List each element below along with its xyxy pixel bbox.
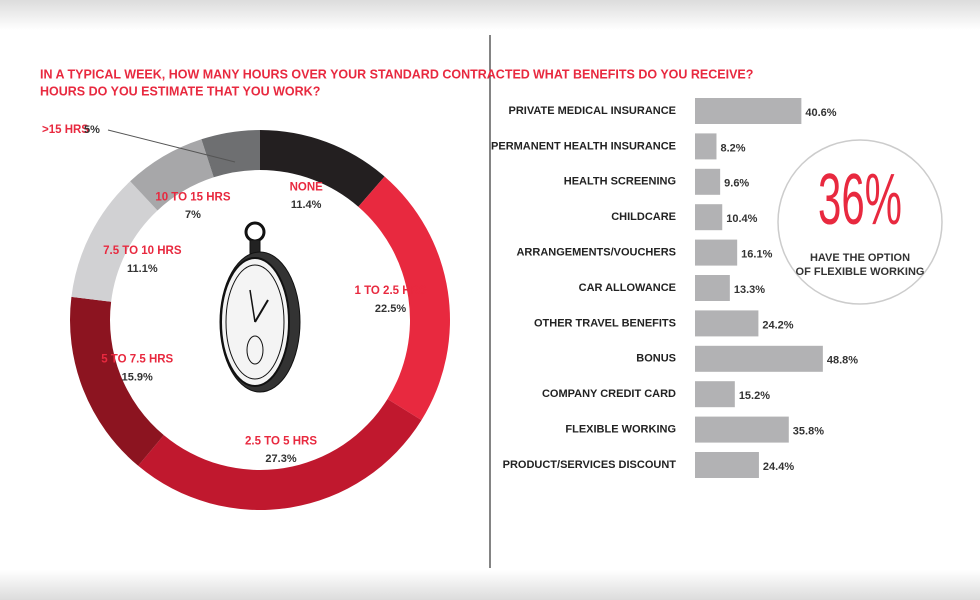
value-label: 48.8% xyxy=(827,355,858,367)
value-label: 24.4% xyxy=(763,461,794,473)
donut-slice xyxy=(260,130,385,207)
slice-value: 15.9% xyxy=(122,371,153,383)
category-label: PRODUCT/SERVICES DISCOUNT xyxy=(503,459,677,471)
value-label: 16.1% xyxy=(741,249,772,261)
bar xyxy=(695,452,759,478)
category-label: PERMANENT HEALTH INSURANCE xyxy=(491,140,676,152)
donut-slice xyxy=(201,130,260,178)
bar xyxy=(695,310,759,337)
category-label: CHILDCARE xyxy=(611,211,676,223)
value-label: 10.4% xyxy=(726,213,757,225)
category-label: COMPANY CREDIT CARD xyxy=(542,388,676,400)
donut-slice xyxy=(138,399,422,511)
callout-text: HAVE THE OPTION xyxy=(810,252,910,264)
value-label: 35.8% xyxy=(793,426,824,438)
value-label: 24.2% xyxy=(762,319,793,331)
category-label: BONUS xyxy=(636,353,676,365)
value-label: 9.6% xyxy=(724,178,749,190)
value-label: 40.6% xyxy=(805,107,836,119)
bar xyxy=(695,168,721,195)
slice-label: 2.5 TO 5 HRS xyxy=(245,435,317,447)
donut-slice xyxy=(358,176,450,421)
leader-line xyxy=(107,129,236,163)
slice-value: 5% xyxy=(84,124,100,136)
value-label: 15.2% xyxy=(739,390,770,402)
donut-slice xyxy=(71,181,158,302)
bar xyxy=(695,98,802,124)
value-label: 13.3% xyxy=(734,284,765,296)
slice-label: NONE xyxy=(290,181,324,193)
slice-value: 27.3% xyxy=(265,453,296,465)
category-label: PRIVATE MEDICAL INSURANCE xyxy=(509,105,676,117)
slice-label: 7.5 TO 10 HRS xyxy=(103,245,182,257)
slice-label: 1 TO 2.5 HRS xyxy=(355,285,427,297)
callout-value: 36% xyxy=(818,160,902,240)
bar xyxy=(695,381,735,408)
category-label: FLEXIBLE WORKING xyxy=(565,424,676,436)
category-label: ARRANGEMENTS/VOUCHERS xyxy=(516,247,676,259)
chart-title: WHAT BENEFITS DO YOU RECEIVE? xyxy=(533,67,753,81)
bar xyxy=(695,345,823,372)
bar xyxy=(695,133,717,160)
chart-title: IN A TYPICAL WEEK, HOW MANY HOURS OVER Y… xyxy=(40,67,530,81)
bar xyxy=(695,239,738,266)
slice-value: 22.5% xyxy=(375,303,406,315)
donut-slice xyxy=(70,296,164,466)
slice-value: 7% xyxy=(185,209,201,221)
bar xyxy=(695,275,730,301)
slice-label: 10 TO 15 HRS xyxy=(155,191,231,203)
slice-label: >15 HRS xyxy=(42,124,89,136)
donut-slice xyxy=(130,139,214,211)
category-label: OTHER TRAVEL BENEFITS xyxy=(534,317,676,329)
category-label: CAR ALLOWANCE xyxy=(579,282,676,294)
slice-value: 11.4% xyxy=(291,199,322,211)
chart-title: HOURS DO YOU ESTIMATE THAT YOU WORK? xyxy=(40,84,320,98)
bar xyxy=(695,204,723,231)
value-label: 8.2% xyxy=(720,142,745,154)
slice-value: 11.1% xyxy=(127,263,158,275)
bar xyxy=(695,416,789,443)
category-label: HEALTH SCREENING xyxy=(564,176,676,188)
watch-icon xyxy=(219,221,301,393)
callout-text: OF FLEXIBLE WORKING xyxy=(796,266,925,278)
callout-circle xyxy=(777,139,943,305)
slice-label: 5 TO 7.5 HRS xyxy=(101,354,173,366)
